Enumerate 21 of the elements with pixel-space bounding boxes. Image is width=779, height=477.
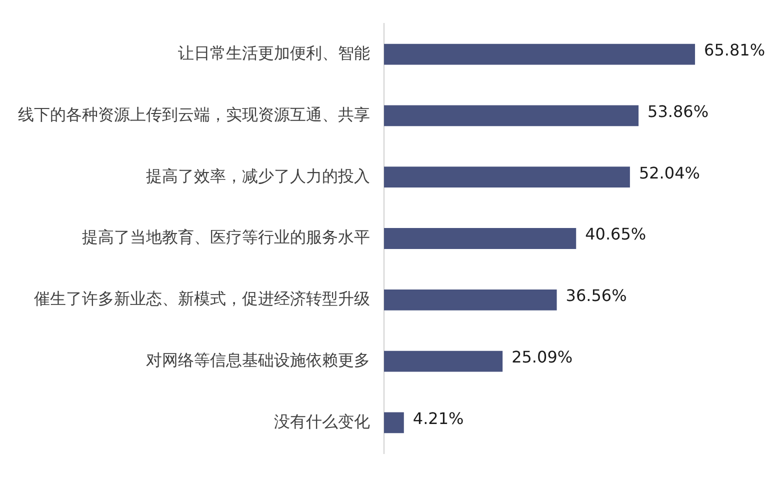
y-tick-label: 没有什么变化	[274, 412, 370, 431]
data-label: 36.56%	[566, 286, 627, 306]
bar	[384, 350, 503, 372]
y-tick-label: 线下的各种资源上传到云端，实现资源互通、共享	[18, 104, 370, 124]
bar	[384, 166, 630, 188]
bar	[384, 228, 576, 249]
bar	[384, 289, 557, 310]
y-tick-label: 催生了许多新业态、新模式，促进经济转型升级	[34, 289, 370, 308]
bar	[384, 44, 696, 65]
y-tick-label: 提高了当地教育、医疗等行业的服务水平	[82, 228, 370, 247]
data-label: 4.21%	[412, 408, 464, 428]
y-tick-label: 提高了效率，减少了人力的投入	[146, 166, 370, 186]
data-label: 40.65%	[585, 224, 646, 244]
data-label: 52.04%	[638, 163, 700, 182]
bar	[384, 105, 639, 126]
data-label: 25.09%	[512, 347, 573, 366]
y-tick-label: 让日常生活更加便利、智能	[178, 43, 370, 62]
data-label: 53.86%	[648, 102, 709, 121]
y-tick-label: 对网络等信息基础设施依赖更多	[146, 350, 370, 370]
data-label: 65.81%	[704, 40, 766, 60]
bar	[384, 412, 404, 434]
